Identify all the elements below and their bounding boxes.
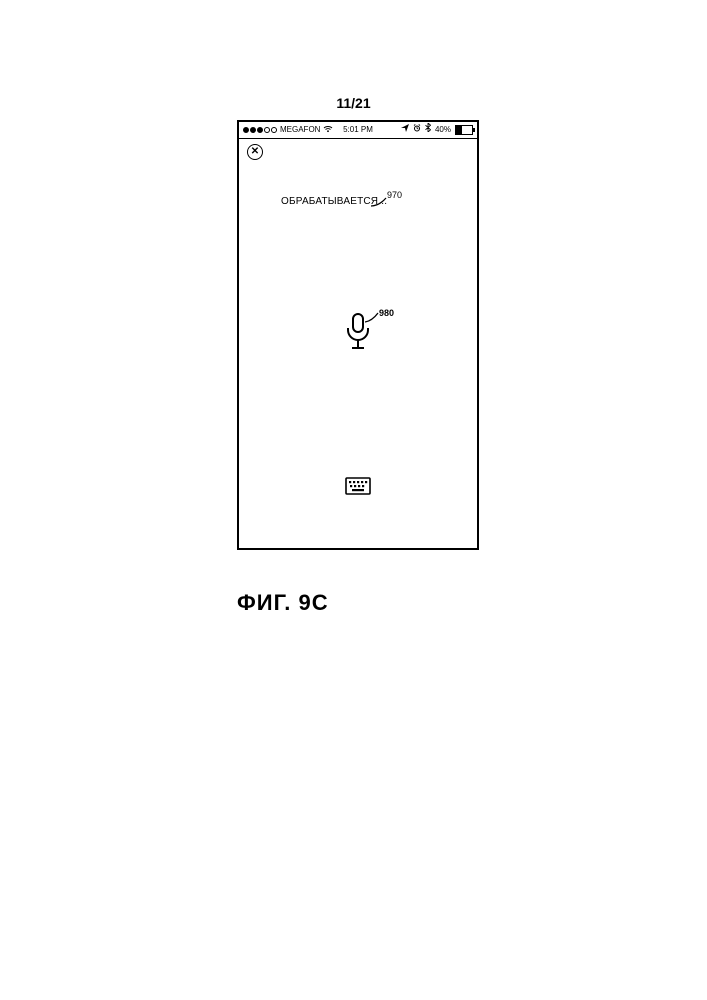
- alarm-icon: [413, 122, 421, 138]
- callout-980: 980: [379, 308, 394, 318]
- close-button[interactable]: ✕: [247, 144, 263, 160]
- patent-figure-page: 11/21 MEGAFON 5:01 PM: [0, 0, 707, 1000]
- keyboard-button[interactable]: [345, 477, 371, 500]
- callout-leader-980: [365, 312, 381, 324]
- location-icon: [401, 122, 409, 138]
- battery-icon: [455, 125, 473, 135]
- callout-970: 970: [387, 190, 402, 200]
- status-bar-right: 40%: [401, 122, 473, 138]
- figure-label: ФИГ. 9C: [237, 590, 329, 616]
- status-bar: MEGAFON 5:01 PM: [239, 122, 477, 139]
- callout-980-label: 980: [379, 308, 394, 318]
- battery-pct-label: 40%: [435, 122, 451, 138]
- close-icon: ✕: [251, 147, 259, 157]
- bluetooth-icon: [425, 122, 431, 138]
- keyboard-icon: [345, 477, 371, 495]
- callout-leader-970: [371, 196, 389, 208]
- callout-970-label: 970: [387, 190, 402, 200]
- page-number: 11/21: [0, 95, 707, 111]
- phone-mockup: MEGAFON 5:01 PM: [237, 120, 479, 550]
